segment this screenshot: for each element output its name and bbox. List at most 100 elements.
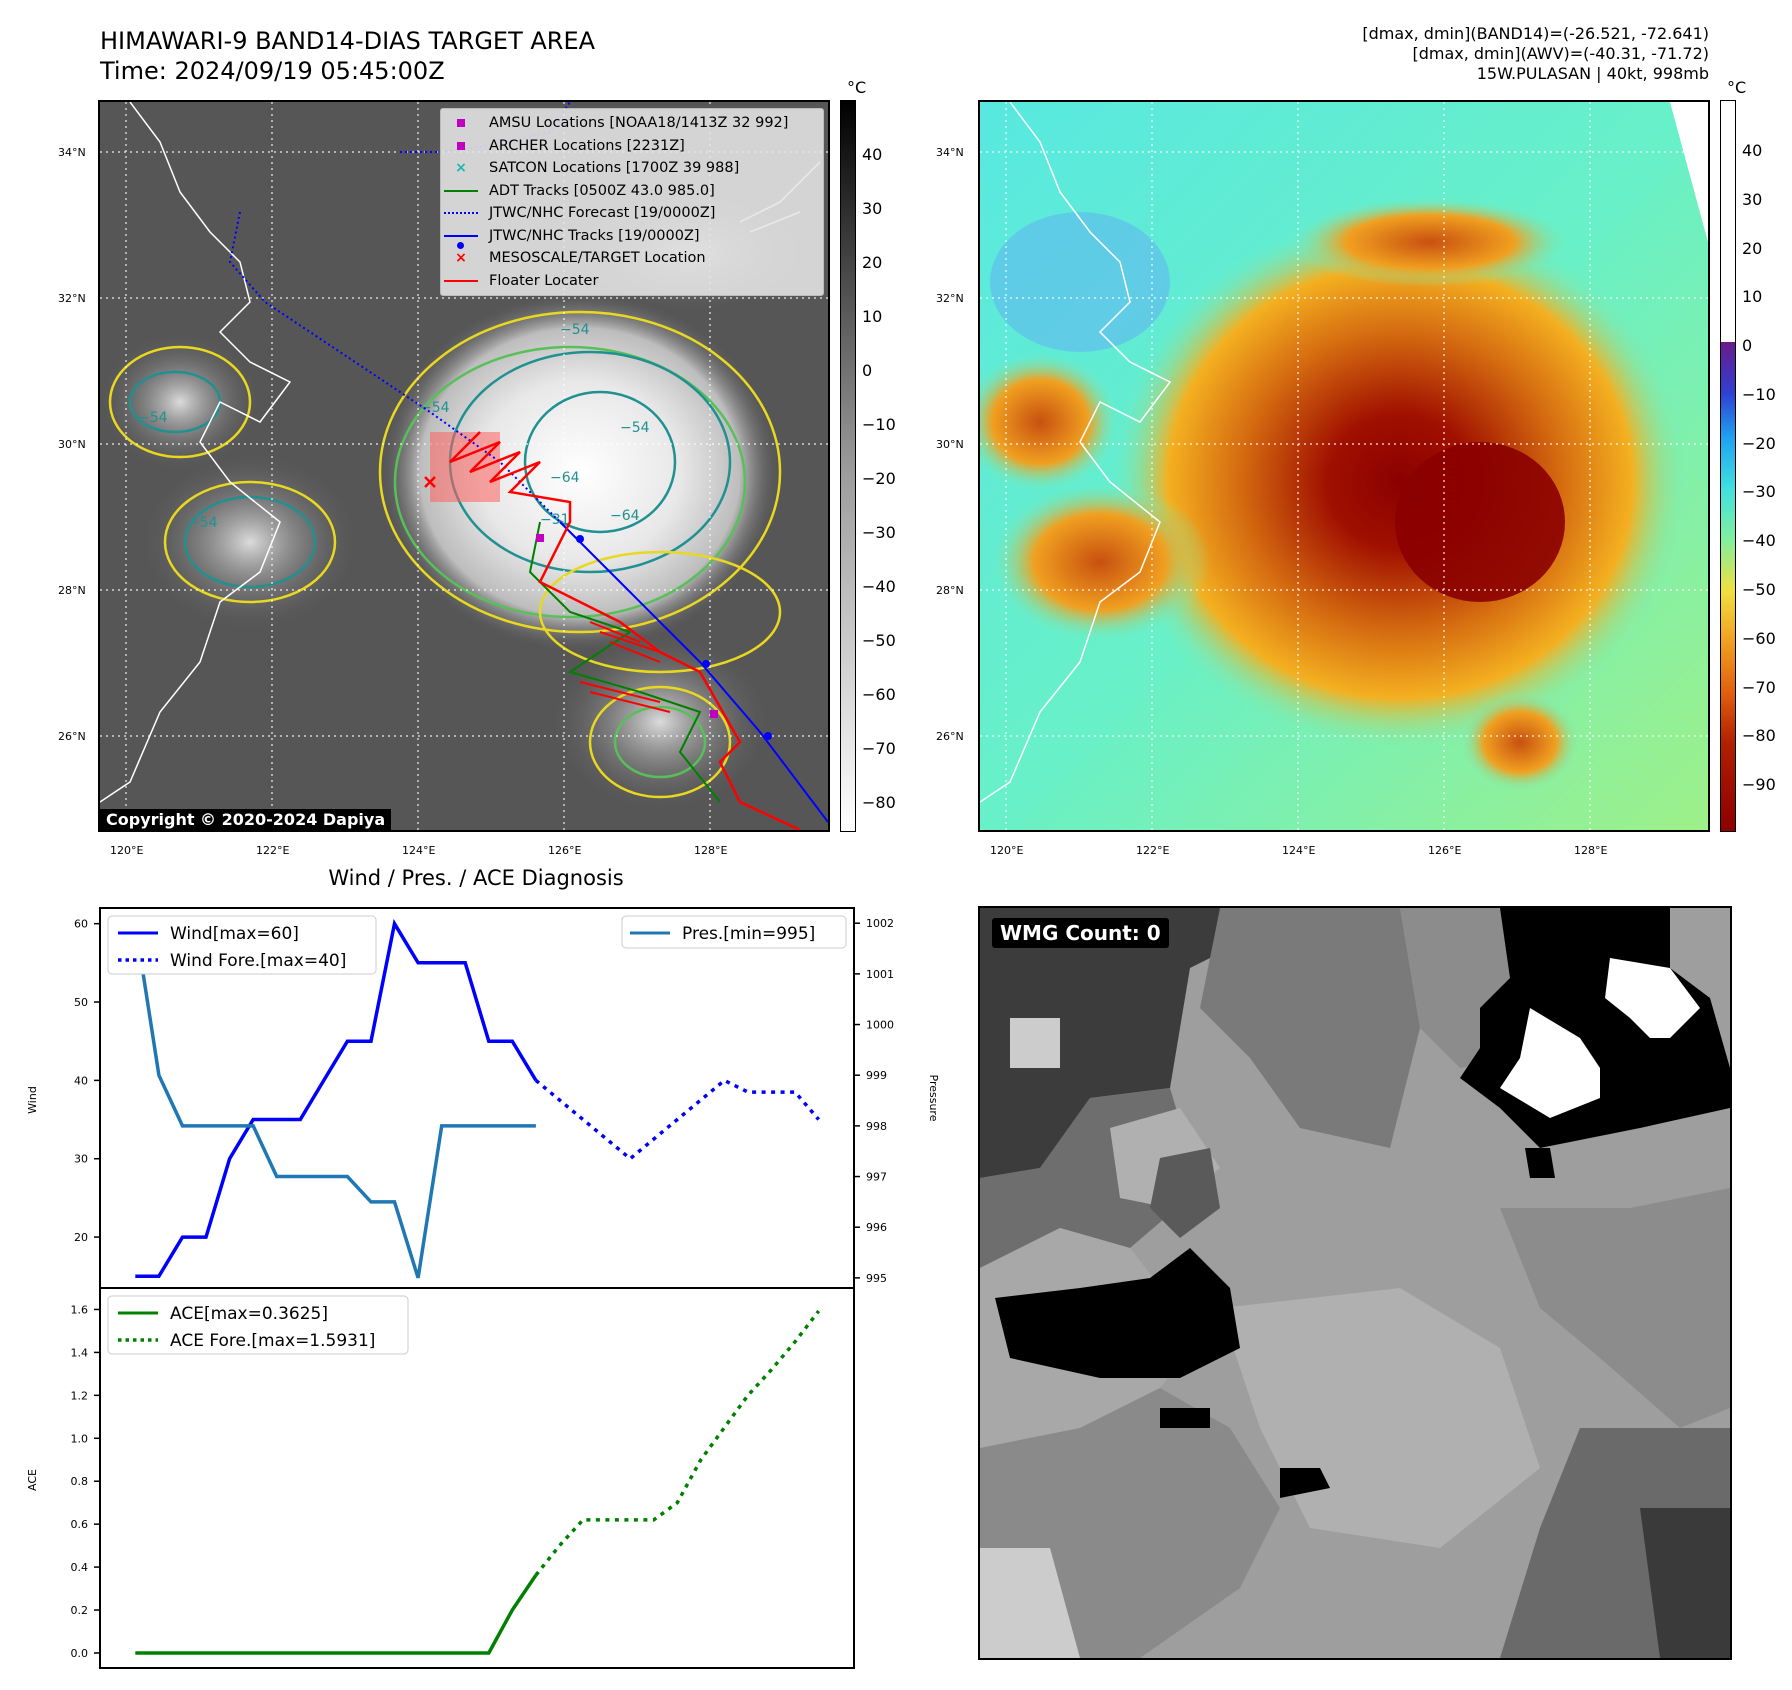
y-tick-label: 60 [74,918,88,931]
y-tick-label: 0.0 [71,1647,89,1660]
cbar-tick: 40 [1742,141,1763,160]
figure-title: HIMAWARI-9 BAND14-DIAS TARGET AREA [100,27,596,55]
lat-label: 26°N [936,730,964,743]
cbar-tick: 10 [862,307,883,326]
ace-panel-frame [99,1287,855,1669]
floater-track [449,431,801,830]
lat-label: 34°N [58,146,86,159]
awv-map-panel [978,100,1710,832]
map-legend: AMSU Locations [NOAA18/1413Z 32 992] ARC… [440,108,824,296]
pressure-line [133,922,536,1279]
y-tick-label: 0.2 [71,1604,89,1617]
pressure-y-ticks: 995 996 997 998 999 1000 1001 1002 [854,917,894,1285]
jtwc-forecast-track [228,211,561,523]
y-tick-label: 996 [866,1221,887,1234]
pressure-legend: Pres.[min=995] [621,915,847,949]
lon-label: 124°E [1282,844,1316,857]
y-tick-label: 1000 [866,1019,894,1032]
cbar-tick: −40 [862,577,896,596]
cbar-tick: 20 [1742,239,1763,258]
target-location-marker [424,476,436,488]
cbar-tick: −80 [862,793,896,812]
cbar-tick: −10 [1742,385,1776,404]
lat-label: 34°N [936,146,964,159]
y-tick-label: 50 [74,996,88,1009]
y-tick-label: 1002 [866,917,894,930]
floater-box [430,432,500,502]
wmg-count-label: WMG Count: 0 [992,918,1169,948]
cbar-tick: 30 [1742,190,1763,209]
cbar-tick: −20 [862,469,896,488]
storm-info: 15W.PULASAN | 40kt, 998mb [1476,64,1709,83]
diagnosis-title: Wind / Pres. / ACE Diagnosis [328,866,624,890]
ir-colorbar-ticks: 40 30 20 10 0 −10 −20 −30 −40 −50 −60 −7… [862,100,922,832]
lon-label: 122°E [256,844,290,857]
lat-label: 26°N [58,730,86,743]
legend-wind-fore: Wind Fore.[max=40] [170,951,346,971]
ace-axis-label: ACE [26,1469,39,1491]
wind-legend: Wind[max=60] Wind Fore.[max=40] [107,915,377,975]
copyright-label: Copyright © 2020-2024 Dapiya [100,809,392,830]
y-tick-label: 997 [866,1171,887,1184]
awv-range: [dmax, dmin](AWV)=(-40.31, -71.72) [1412,44,1709,63]
lat-label: 28°N [936,584,964,597]
y-tick-label: 0.6 [71,1518,89,1531]
ace-forecast-line [534,1309,821,1577]
cbar-tick: 10 [1742,287,1763,306]
y-tick-label: 0.8 [71,1475,89,1488]
legend-item: ADT Tracks [0500Z 43.0 985.0] [441,180,823,203]
wind-axis-label: Wind [26,1086,39,1114]
lon-label: 120°E [990,844,1024,857]
series-layer [133,918,821,1655]
ace-line [135,1574,538,1655]
lat-label: 30°N [58,438,86,451]
ace-y-ticks: 0.0 0.2 0.4 0.6 0.8 1.0 1.2 1.4 1.6 [71,1303,100,1660]
y-tick-label: 20 [74,1231,88,1244]
legend-item: JTWC/NHC Tracks [19/0000Z] [441,225,823,249]
cbar-tick: −20 [1742,434,1776,453]
ir-map-panel: −54 −54 −64 −54 −64 −54 −54 −31 [98,100,830,832]
y-tick-label: 999 [866,1069,887,1082]
cbar-tick: −80 [1742,726,1776,745]
y-tick-label: 40 [74,1074,88,1087]
contour-label: −54 [138,410,168,426]
y-tick-label: 1.0 [71,1432,89,1445]
cbar-tick: −90 [1742,775,1776,794]
cbar-tick: −10 [862,415,896,434]
lat-label: 32°N [936,292,964,305]
awv-storm [1110,212,1690,752]
legend-item: × MESOSCALE/TARGET Location [455,250,706,267]
contour-label: −64 [610,508,640,524]
cbar-tick: −60 [1742,629,1776,648]
lon-label: 126°E [1428,844,1462,857]
lon-label: 126°E [548,844,582,857]
lat-label: 30°N [936,438,964,451]
y-tick-label: 1.6 [71,1303,89,1316]
contour-label: −31 [540,512,570,528]
contour-label: −54 [560,322,590,338]
legend-ace-fore: ACE Fore.[max=1.5931] [170,1331,375,1351]
cbar-tick: −50 [862,631,896,650]
cbar-tick: 0 [862,361,873,380]
y-tick-label: 30 [74,1153,88,1166]
pressure-axis-label: Pressure [927,1075,940,1122]
contour-label: −64 [550,470,580,486]
figure-time: Time: 2024/09/19 05:45:00Z [100,57,445,85]
wind-forecast-line [534,1078,821,1161]
awv-colorbar [1720,100,1736,832]
legend-item: AMSU Locations [NOAA18/1413Z 32 992] [441,112,823,135]
legend-ace: ACE[max=0.3625] [170,1304,328,1324]
wind-line [135,918,538,1278]
lat-label: 32°N [58,292,86,305]
adt-track [528,521,721,803]
y-tick-label: 998 [866,1120,887,1133]
wmg-panel: WMG Count: 0 [978,906,1732,1660]
ir-colorbar [840,100,856,832]
y-tick-label: 1.4 [71,1346,89,1359]
cbar-tick: −70 [1742,678,1776,697]
lon-label: 124°E [402,844,436,857]
lon-label: 120°E [110,844,144,857]
colorbar-unit: °C [847,78,867,97]
cbar-tick: −70 [862,739,896,758]
cbar-tick: 0 [1742,336,1753,355]
